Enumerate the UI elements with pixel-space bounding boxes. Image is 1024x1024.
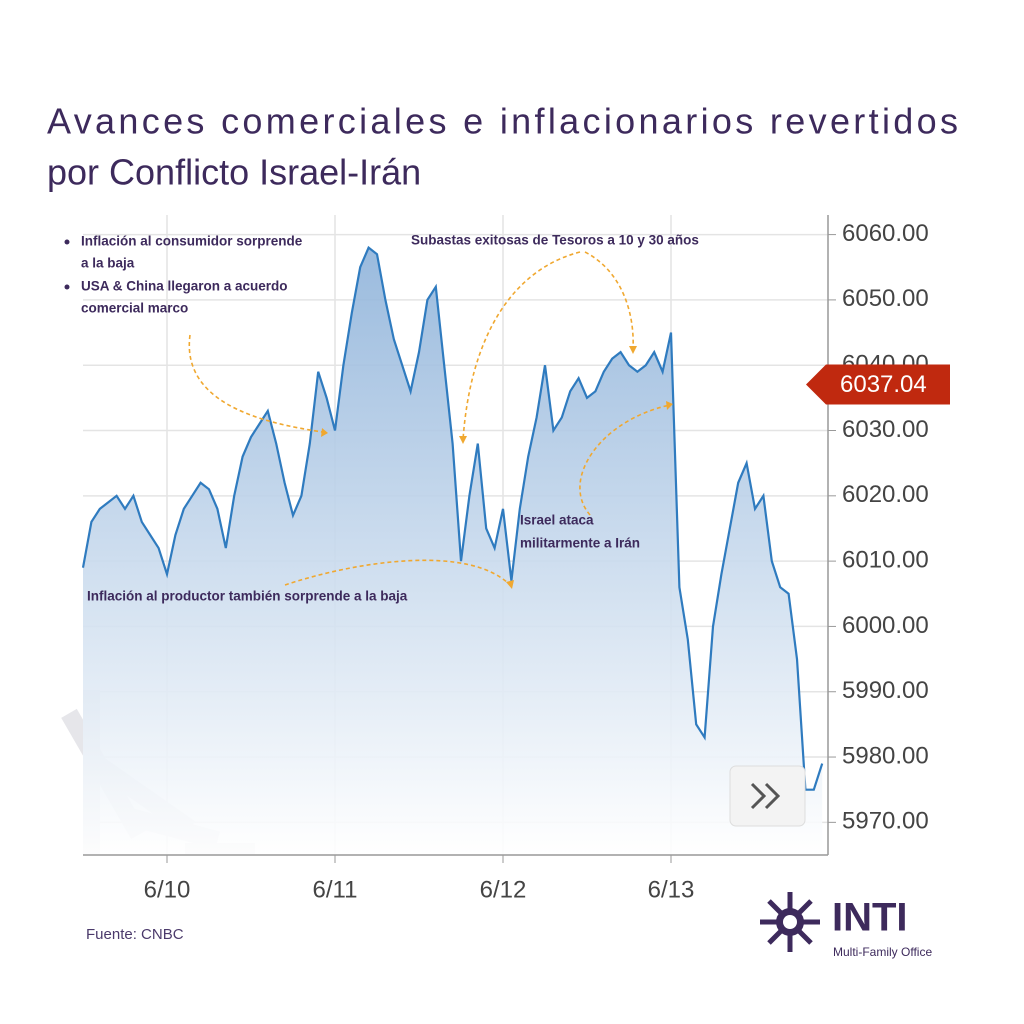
source: Fuente: CNBC <box>86 926 184 943</box>
y-tick-label: 6020.00 <box>842 481 929 508</box>
arrow-heads <box>321 346 673 589</box>
x-tick-label: 6/13 <box>648 876 695 903</box>
y-tick-label: 6060.00 <box>842 220 929 247</box>
last-price-tag <box>806 364 950 405</box>
area-fill <box>83 247 823 855</box>
next-button[interactable] <box>729 765 806 827</box>
y-tick-label: 6010.00 <box>842 546 929 573</box>
y-tick-label: 6000.00 <box>842 612 929 639</box>
annotation: comercial marco <box>81 301 188 316</box>
annotation: Israel ataca <box>520 513 594 528</box>
logo-name: INTI <box>832 896 908 940</box>
annotation: militarmente a Irán <box>520 536 640 551</box>
y-tick-label: 5980.00 <box>842 742 929 769</box>
y-tick-label: 5990.00 <box>842 677 929 704</box>
ticks: 5970.00 5980.00 5990.00 6000.00 6010.00 6020.… <box>144 220 929 903</box>
x-tick-label: 6/10 <box>144 876 191 903</box>
x-tick-label: 6/11 <box>313 876 358 903</box>
chart-title: Avances comerciales e inflacionarios rev… <box>47 101 958 142</box>
y-tick-label: 6030.00 <box>842 416 929 443</box>
bullet <box>64 239 70 245</box>
annotation-arrows <box>188 251 671 586</box>
annotation: a la baja <box>81 256 135 271</box>
logo-mark <box>760 892 820 952</box>
annotation: Inflación al consumidor sorprende <box>81 234 303 249</box>
last-price-label: 6037.04 <box>840 371 927 398</box>
price-line <box>81 245 824 791</box>
annotation: USA & China llegaron a acuerdo <box>81 279 288 294</box>
y-tick-label: 5970.00 <box>842 808 929 835</box>
x-tick-label: 6/12 <box>480 876 527 903</box>
chart-title: por Conflicto Israel-Irán <box>47 152 421 193</box>
annotation: Inflación al productor también sorprende… <box>87 589 408 604</box>
y-tick-label: 6050.00 <box>842 285 929 312</box>
annotation: Subastas exitosas de Tesoros a 10 y 30 a… <box>411 233 699 248</box>
bullet <box>64 284 70 290</box>
logo-tagline: Multi-Family Office <box>833 945 932 959</box>
plot <box>81 245 824 855</box>
